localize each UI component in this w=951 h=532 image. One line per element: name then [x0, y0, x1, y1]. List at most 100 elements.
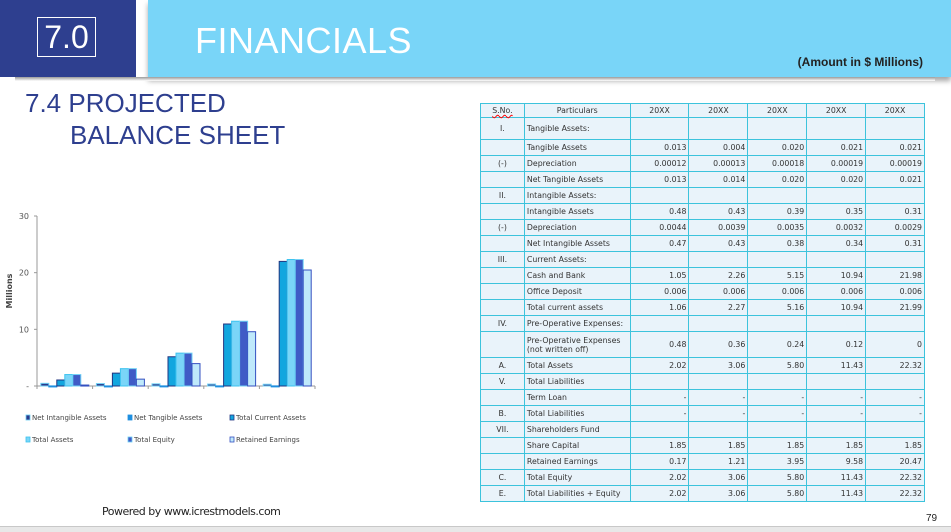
- table-row: (-) Depreciation 0.0044 0.0039 0.0035 0.0032 0…: [480, 219, 925, 236]
- row-sno: V.: [480, 373, 525, 390]
- row-value: 0.006: [629, 283, 690, 300]
- row-value: [806, 315, 867, 332]
- row-value: 1.06: [629, 299, 690, 316]
- row-value: -: [688, 405, 749, 422]
- table-row: Pre-Operative Expenses (not written off)…: [480, 331, 925, 358]
- row-value: 20.47: [865, 453, 925, 470]
- page-number: 79: [926, 513, 938, 524]
- legend-swatch: [229, 414, 235, 421]
- table-row: Total current assets 1.06 2.27 5.16 10.94 21.…: [480, 299, 925, 316]
- row-value: [629, 315, 690, 332]
- table-row: II. Intangible Assets:: [480, 187, 925, 204]
- table-row: Cash and Bank 1.05 2.26 5.15 10.94 21.98: [480, 267, 925, 284]
- table-row: Retained Earnings 0.17 1.21 3.95 9.58 20.47: [480, 453, 925, 470]
- row-value: 0.020: [747, 139, 808, 156]
- row-value: 1.21: [688, 453, 749, 470]
- bottom-bar: [0, 526, 951, 532]
- row-value: 0.0029: [865, 219, 925, 236]
- row-value: 1.85: [747, 437, 808, 454]
- table-row: C. Total Equity 2.02 3.06 5.80 11.43 22.32: [480, 469, 925, 486]
- bar-retained-earnings: [191, 363, 201, 387]
- table-row: (-) Depreciation 0.00012 0.00013 0.00018 0.00…: [480, 155, 925, 172]
- row-value: [806, 117, 867, 140]
- legend-swatch: [25, 436, 31, 443]
- row-label: Net Tangible Assets: [523, 171, 631, 188]
- bar-retained-earnings: [80, 384, 90, 387]
- row-value: 0.0032: [806, 219, 867, 236]
- table-row: V. Total Liabilities: [480, 373, 925, 390]
- row-value: [747, 251, 808, 268]
- row-sno: [480, 171, 525, 188]
- bar-net-intangible-assets: [95, 383, 105, 387]
- table-row: Office Deposit 0.006 0.006 0.006 0.006 0.006: [480, 283, 925, 300]
- y-tick-label: 10: [19, 325, 29, 334]
- row-value: 5.16: [747, 299, 808, 316]
- bar-net-intangible-assets: [40, 382, 50, 387]
- row-sno: [480, 203, 525, 220]
- row-value: 0.00018: [747, 155, 808, 172]
- row-value: 0.021: [865, 171, 925, 188]
- header-sno: S.No.: [480, 103, 525, 118]
- row-label: Shareholders Fund: [523, 421, 631, 438]
- row-sno: [480, 299, 525, 316]
- row-value: 5.15: [747, 267, 808, 284]
- row-value: [865, 315, 925, 332]
- row-label: Tangible Assets: [523, 139, 631, 156]
- row-value: 0.31: [865, 203, 925, 220]
- bar-retained-earnings: [247, 331, 257, 387]
- legend-label: Total Equity: [133, 436, 175, 444]
- row-sno: [480, 437, 525, 454]
- row-sno: A.: [480, 357, 525, 374]
- balance-sheet-table: S.No. Particulars 20XX 20XX 20XX 20XX 20XX I. T…: [480, 103, 925, 502]
- row-value: 3.06: [688, 357, 749, 374]
- row-label: Retained Earnings: [523, 453, 631, 470]
- row-value: 0.36: [688, 331, 749, 358]
- row-value: [688, 315, 749, 332]
- row-sno: [480, 453, 525, 470]
- row-sno: VII.: [480, 421, 525, 438]
- row-value: [865, 187, 925, 204]
- section-number: 7.0: [37, 17, 96, 57]
- row-sno: [480, 267, 525, 284]
- bar-retained-earnings: [135, 378, 145, 387]
- row-value: 0.31: [865, 235, 925, 252]
- row-sno: B.: [480, 405, 525, 422]
- row-value: 21.99: [865, 299, 925, 316]
- bar-total-current-assets: [111, 372, 121, 387]
- row-value: [629, 421, 690, 438]
- row-value: 11.43: [806, 469, 867, 486]
- row-value: [747, 315, 808, 332]
- bar-total-current-assets: [278, 260, 288, 387]
- bar-net-tangible-assets: [103, 385, 113, 388]
- bar-total-assets: [175, 352, 185, 387]
- bar-net-tangible-assets: [48, 385, 58, 388]
- row-value: 0.17: [629, 453, 690, 470]
- row-sno: [480, 139, 525, 156]
- table-row: Tangible Assets 0.013 0.004 0.020 0.021 0.021: [480, 139, 925, 156]
- row-value: [865, 421, 925, 438]
- row-value: 0.006: [865, 283, 925, 300]
- bar-total-assets: [286, 259, 296, 387]
- row-sno: [480, 283, 525, 300]
- bar-total-equity: [239, 320, 249, 387]
- table-row: Intangible Assets 0.48 0.43 0.39 0.35 0.31: [480, 203, 925, 220]
- row-value: 0.00012: [629, 155, 690, 172]
- row-value: [629, 251, 690, 268]
- row-sno: E.: [480, 485, 525, 502]
- row-value: 21.98: [865, 267, 925, 284]
- y-axis-label: Millions: [5, 273, 14, 308]
- row-label: Pre-Operative Expenses (not written off): [523, 331, 631, 358]
- row-value: 0.47: [629, 235, 690, 252]
- table-row: Net Tangible Assets 0.013 0.014 0.020 0.020 0…: [480, 171, 925, 188]
- bar-retained-earnings: [302, 269, 312, 387]
- row-value: [629, 187, 690, 204]
- legend-label: Net Tangible Assets: [134, 414, 203, 422]
- row-sno: [480, 331, 525, 358]
- row-value: [688, 373, 749, 390]
- bar-net-intangible-assets: [151, 383, 161, 387]
- row-value: [806, 251, 867, 268]
- row-value: 2.02: [629, 485, 690, 502]
- row-value: [865, 251, 925, 268]
- table-row: Net Intangible Assets 0.47 0.43 0.38 0.34 0.3…: [480, 235, 925, 252]
